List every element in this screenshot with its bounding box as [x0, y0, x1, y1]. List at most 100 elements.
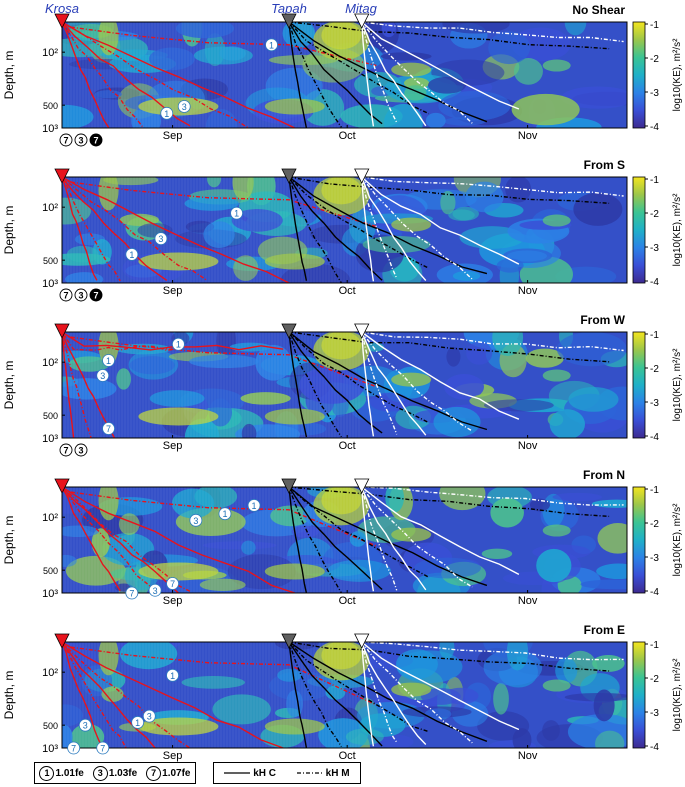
ray-label-circle	[67, 741, 81, 755]
colorbar-tick-label: -3	[650, 243, 659, 254]
heatmap-cell	[442, 22, 510, 34]
heatmap-hotspot	[264, 563, 325, 580]
panel-letter: d	[48, 572, 56, 588]
heatmap-cell	[212, 694, 271, 725]
heatmap-hotspot	[542, 679, 571, 692]
heatmap-cell	[420, 688, 461, 705]
storm-marker-mitag	[354, 13, 370, 29]
ray-tapah	[288, 177, 383, 281]
ray-label-text: 7	[129, 589, 134, 599]
colorbar	[632, 21, 646, 129]
heatmap-hotspot	[264, 718, 325, 735]
ray-label-circle	[160, 106, 174, 120]
x-tick-label: Nov	[518, 595, 538, 607]
ray-krosa	[62, 177, 121, 282]
ray-krosa	[62, 332, 75, 438]
ray-mitag	[361, 642, 375, 747]
heatmap-cell	[492, 332, 524, 356]
ray-label-text: 7	[100, 744, 105, 754]
ray-label-text: 3	[100, 371, 105, 381]
bottom-marker-text: 7	[63, 136, 68, 146]
heatmap-cell	[241, 423, 257, 438]
y-tick-label: 10³	[42, 743, 58, 755]
ray-tapah	[288, 332, 430, 424]
ray-tapah	[288, 487, 383, 591]
heatmap-cell	[593, 689, 615, 722]
x-tick-label: Sep	[163, 750, 183, 762]
y-axis-label: Depth, m	[2, 51, 16, 100]
heatmap-cell	[203, 221, 235, 248]
heatmap-cell	[268, 54, 338, 66]
x-tick-label: Sep	[163, 285, 183, 297]
heatmap-cell	[597, 523, 627, 554]
ray-tapah	[288, 22, 342, 128]
panel-letter: a	[48, 107, 56, 123]
y-tick-label: 10²	[42, 47, 58, 59]
colorbar-tick-label: -2	[650, 519, 659, 530]
panel-title: No Shear	[572, 3, 625, 17]
storm-marker-krosa	[54, 323, 70, 339]
ray-label-circle	[102, 354, 115, 367]
heatmap	[62, 487, 627, 593]
heatmap-cell	[184, 196, 239, 211]
y-tick-label: 10²	[42, 357, 58, 369]
heatmap-cell	[448, 209, 475, 221]
colorbar-tick-label: -1	[650, 640, 659, 651]
colorbar	[632, 641, 646, 749]
ray-paths	[62, 177, 624, 283]
ray-label-text: 7	[106, 424, 111, 434]
legend-item-3: 3 1.03fe	[92, 765, 137, 781]
colorbar-tick-label: -3	[650, 553, 659, 564]
heatmap-cell	[433, 406, 481, 438]
x-tick-label: Sep	[163, 440, 183, 452]
heatmap-cell	[452, 271, 481, 281]
ray-label-circle	[131, 716, 145, 729]
colorbar-label: log10(KE), m²/s²	[672, 193, 683, 266]
heatmap-cell	[488, 31, 531, 65]
ray-krosa	[62, 642, 104, 748]
heatmap-cell	[327, 559, 392, 582]
ray-mitag	[361, 487, 398, 591]
ray-label-text: 3	[153, 586, 158, 596]
colorbar-tick-label: -2	[650, 209, 659, 220]
heatmap-cell	[148, 47, 195, 71]
colorbar	[632, 331, 646, 439]
colorbar-tick-label: -2	[650, 674, 659, 685]
heatmap-cell	[199, 578, 246, 592]
heatmap-hotspot	[313, 487, 370, 526]
heatmap-cell	[529, 498, 550, 512]
ray-krosa	[62, 487, 121, 592]
heatmap-cell	[568, 386, 619, 412]
ray-krosa	[62, 177, 168, 281]
colorbar-tick-label: -4	[650, 122, 659, 133]
ray-mitag	[361, 487, 375, 592]
heatmap-cell	[94, 90, 122, 99]
heatmap-cell	[369, 392, 410, 412]
bottom-marker-circle	[74, 288, 88, 302]
x-tick-label: Oct	[339, 285, 356, 297]
heatmap-cell	[62, 104, 94, 128]
ray-label-text: 3	[158, 234, 163, 244]
heatmap-cell	[561, 86, 627, 109]
heatmap-cell	[493, 682, 509, 715]
heatmap-cell	[439, 642, 455, 660]
bottom-marker-text: 7	[63, 291, 68, 301]
heatmap-cell	[227, 554, 296, 590]
storm-marker-mitag	[354, 323, 370, 339]
ray-krosa	[62, 487, 156, 592]
heatmap-cell	[555, 657, 578, 684]
heatmap	[62, 22, 627, 128]
ray-paths	[62, 642, 624, 748]
storm-marker-tapah	[281, 478, 297, 494]
ray-label-text: 1	[252, 501, 257, 511]
bottom-marker-circle	[59, 133, 73, 147]
ray-krosa	[62, 487, 191, 592]
ray-label-circle	[125, 248, 139, 261]
heatmap-cell	[511, 93, 580, 126]
heatmap	[62, 332, 627, 438]
storm-label-tapah: Tapah	[271, 1, 307, 16]
ray-mitag	[361, 487, 520, 576]
heatmap-hotspot	[264, 253, 325, 270]
